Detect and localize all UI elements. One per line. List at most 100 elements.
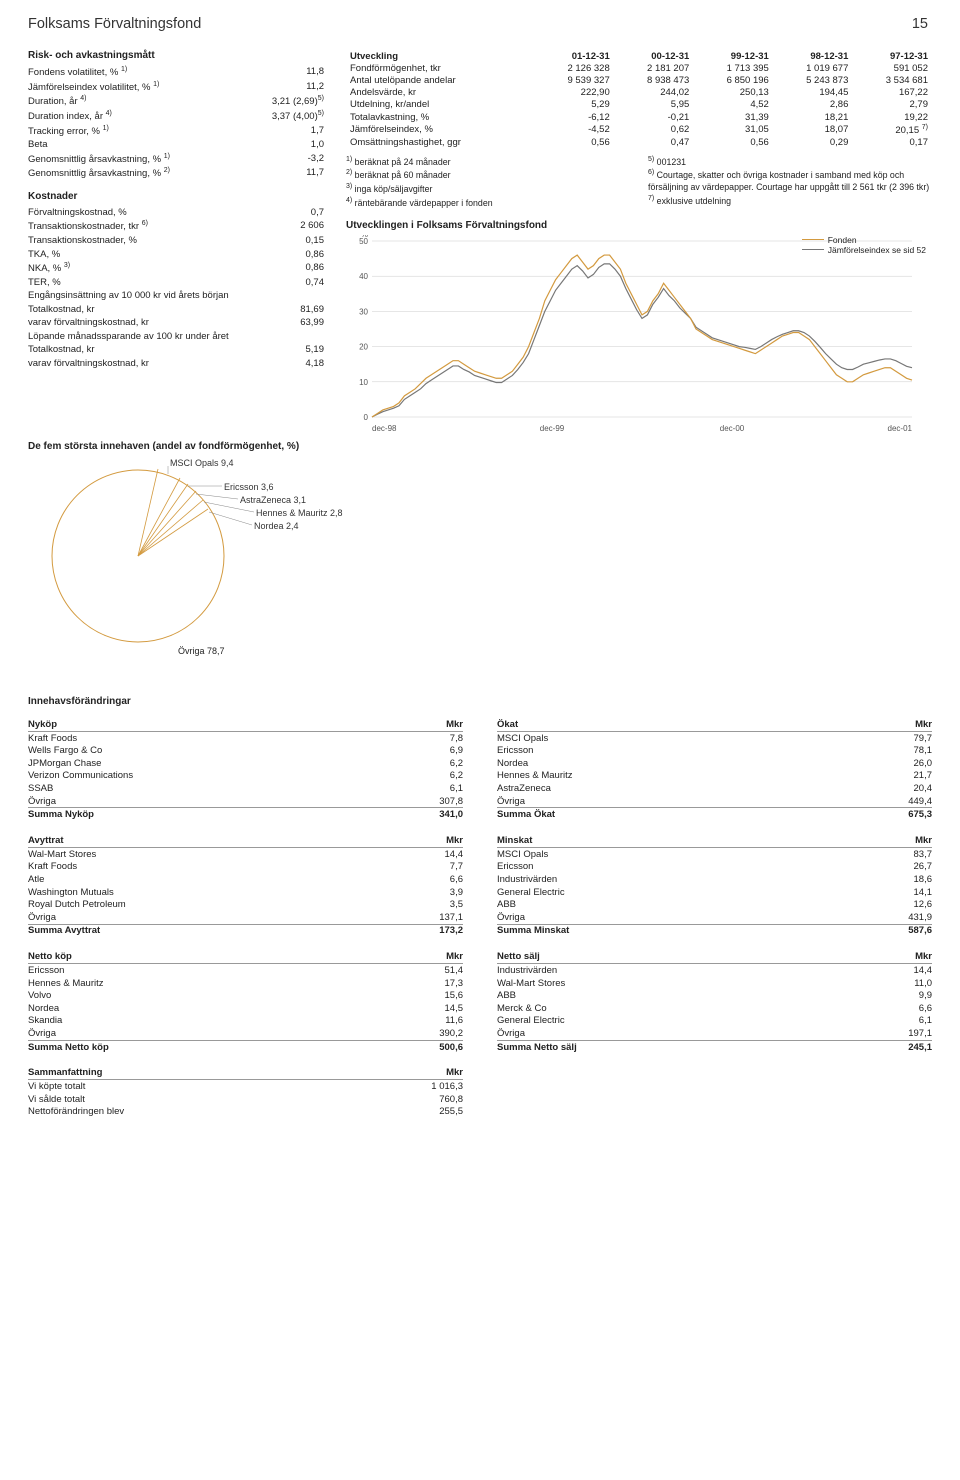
cost-heading: Kostnader: [28, 191, 324, 202]
table-row: Ericsson78,1: [497, 744, 932, 757]
page-title: Folksams Förvaltningsfond: [28, 16, 201, 32]
kv-row: TKA, %0,86: [28, 248, 324, 261]
table-row: Atle6,6: [28, 873, 463, 886]
table-row: Övriga197,1: [497, 1027, 932, 1040]
kv-row: Genomsnittlig årsavkastning, % 2)11,7: [28, 166, 324, 181]
kv-row: Transaktionskostnader, tkr 6)2 606: [28, 219, 324, 234]
table-row: Merck & Co6,6: [497, 1002, 932, 1015]
table-row: Industrivärden14,4: [497, 964, 932, 977]
changes-table: NyköpMkrKraft Foods7,8Wells Fargo & Co6,…: [28, 719, 463, 821]
kv-row: Transaktionskostnader, %0,15: [28, 234, 324, 247]
svg-text:20: 20: [359, 342, 368, 351]
table-row: Nettoförändringen blev255,5: [28, 1106, 463, 1119]
page-header: Folksams Förvaltningsfond 15: [28, 16, 932, 32]
table-row: ABB9,9: [497, 989, 932, 1002]
table-row: General Electric6,1: [497, 1015, 932, 1028]
table-row: Wal-Mart Stores11,0: [497, 977, 932, 990]
table-row: Skandia11,6: [28, 1015, 463, 1028]
kv-row: TER, %0,74: [28, 276, 324, 289]
changes-table: Netto köpMkrEricsson51,4Hennes & Mauritz…: [28, 951, 463, 1053]
page-number: 15: [912, 16, 932, 32]
chart-legend: Fonden Jämförelseindex se sid 52: [802, 235, 926, 255]
changes-table: SammanfattningMkrVi köpte totalt1 016,3V…: [28, 1067, 463, 1118]
cost-sub2: Löpande månadssparande av 100 kr under å…: [28, 330, 229, 343]
cost-table-1: Förvaltningskostnad, %0,7Transaktionskos…: [28, 206, 324, 289]
table-sum-row: Summa Ökat675,3: [497, 808, 932, 821]
kv-row: varav förvaltningskostnad, kr4,18: [28, 357, 324, 370]
line-chart: Fonden Jämförelseindex se sid 52 0 10 20 30…: [346, 235, 932, 435]
table-row: Andelsvärde, kr222,90244,02250,13194,451…: [346, 87, 932, 99]
changes-table: AvyttratMkrWal-Mart Stores14,4Kraft Food…: [28, 835, 463, 937]
risk-heading: Risk- och avkastningsmått: [28, 50, 324, 61]
kv-row: Jämförelseindex volatilitet, % 1)11,2: [28, 80, 324, 95]
table-sum-row: Summa Minskat587,6: [497, 924, 932, 937]
kv-row: Genomsnittlig årsavkastning, % 1)-3,2: [28, 152, 324, 167]
cost-table-2: Totalkostnad, kr81,69varav förvaltningsk…: [28, 303, 324, 330]
table-row: Hennes & Mauritz17,3: [28, 977, 463, 990]
table-row: Vi sålde totalt760,8: [28, 1093, 463, 1106]
kv-row: Fondens volatilitet, % 1)11,8: [28, 65, 324, 80]
changes-heading: Innehavsförändringar: [28, 696, 932, 707]
cost-table-3: Totalkostnad, kr5,19varav förvaltningsko…: [28, 343, 324, 370]
kv-row: varav förvaltningskostnad, kr63,99: [28, 316, 324, 329]
table-row: Övriga137,1: [28, 911, 463, 924]
svg-text:0: 0: [364, 413, 369, 422]
pie-slice-label: Nordea 2,4: [254, 521, 299, 531]
table-row: Wells Fargo & Co6,9: [28, 744, 463, 757]
table-row: Nordea26,0: [497, 757, 932, 770]
table-row: ABB12,6: [497, 898, 932, 911]
table-row: Övriga449,4: [497, 795, 932, 808]
table-row: Washington Mutuals3,9: [28, 886, 463, 899]
changes-right-col: ÖkatMkrMSCI Opals79,7Ericsson78,1Nordea2…: [497, 719, 932, 1132]
table-row: Verizon Communications6,2: [28, 770, 463, 783]
table-row: General Electric14,1: [497, 886, 932, 899]
table-row: Antal utelöpande andelar9 539 3278 938 4…: [346, 74, 932, 86]
kv-row: Totalkostnad, kr81,69: [28, 303, 324, 316]
svg-text:30: 30: [359, 307, 368, 316]
svg-text:dec-98: dec-98: [372, 424, 397, 433]
svg-text:dec-99: dec-99: [540, 424, 565, 433]
pie-slice-label: AstraZeneca 3,1: [240, 495, 306, 505]
table-row: AstraZeneca20,4: [497, 782, 932, 795]
table-row: Wal-Mart Stores14,4: [28, 848, 463, 861]
svg-text:%: %: [361, 235, 368, 239]
table-sum-row: Summa Nyköp341,0: [28, 808, 463, 821]
svg-text:10: 10: [359, 378, 368, 387]
table-sum-row: Summa Avyttrat173,2: [28, 924, 463, 937]
pie-slice-label: MSCI Opals 9,4: [170, 458, 234, 468]
table-row: Royal Dutch Petroleum3,5: [28, 898, 463, 911]
table-row: Ericsson51,4: [28, 964, 463, 977]
table-row: Fondförmögenhet, tkr2 126 3282 181 2071 …: [346, 62, 932, 74]
kv-row: Duration, år 4)3,21 (2,69)5): [28, 94, 324, 109]
pie-ovriga-label: Övriga 78,7: [178, 646, 225, 656]
table-row: SSAB6,1: [28, 782, 463, 795]
changes-table: ÖkatMkrMSCI Opals79,7Ericsson78,1Nordea2…: [497, 719, 932, 821]
holdings-heading: De fem största innehaven (andel av fondf…: [28, 441, 464, 452]
kv-row: Totalkostnad, kr5,19: [28, 343, 324, 356]
utveckling-table: Utveckling01-12-3100-12-3199-12-3198-12-…: [346, 50, 932, 149]
changes-table: Netto säljMkrIndustrivärden14,4Wal-Mart …: [497, 951, 932, 1053]
table-row: Kraft Foods7,7: [28, 861, 463, 874]
pie-slice-label: Ericsson 3,6: [224, 482, 274, 492]
table-sum-row: Summa Netto köp500,6: [28, 1040, 463, 1053]
table-row: Nordea14,5: [28, 1002, 463, 1015]
kv-row: Förvaltningskostnad, %0,7: [28, 206, 324, 219]
table-row: Hennes & Mauritz21,7: [497, 770, 932, 783]
kv-row: Duration index, år 4)3,37 (4,00)5): [28, 109, 324, 124]
changes-left-col: NyköpMkrKraft Foods7,8Wells Fargo & Co6,…: [28, 719, 463, 1132]
table-row: MSCI Opals83,7: [497, 848, 932, 861]
table-row: Övriga431,9: [497, 911, 932, 924]
kv-row: NKA, % 3)0,86: [28, 261, 324, 276]
kv-row: Beta1,0: [28, 138, 324, 151]
risk-table: Fondens volatilitet, % 1)11,8Jämförelsei…: [28, 65, 324, 181]
svg-text:40: 40: [359, 272, 368, 281]
table-row: Jämförelseindex, %-4,520,6231,0518,0720,…: [346, 123, 932, 136]
table-row: Utdelning, kr/andel5,295,954,522,862,79: [346, 99, 932, 111]
footnotes: 1) beräknat på 24 månader2) beräknat på …: [346, 155, 932, 210]
table-row: Vi köpte totalt1 016,3: [28, 1080, 463, 1093]
changes-table: MinskatMkrMSCI Opals83,7Ericsson26,7Indu…: [497, 835, 932, 937]
svg-text:dec-01: dec-01: [888, 424, 913, 433]
chart-title: Utvecklingen i Folksams Förvaltningsfond: [346, 220, 932, 231]
cost-sub1: Engångsinsättning av 10 000 kr vid årets…: [28, 289, 229, 302]
table-row: Volvo15,6: [28, 989, 463, 1002]
